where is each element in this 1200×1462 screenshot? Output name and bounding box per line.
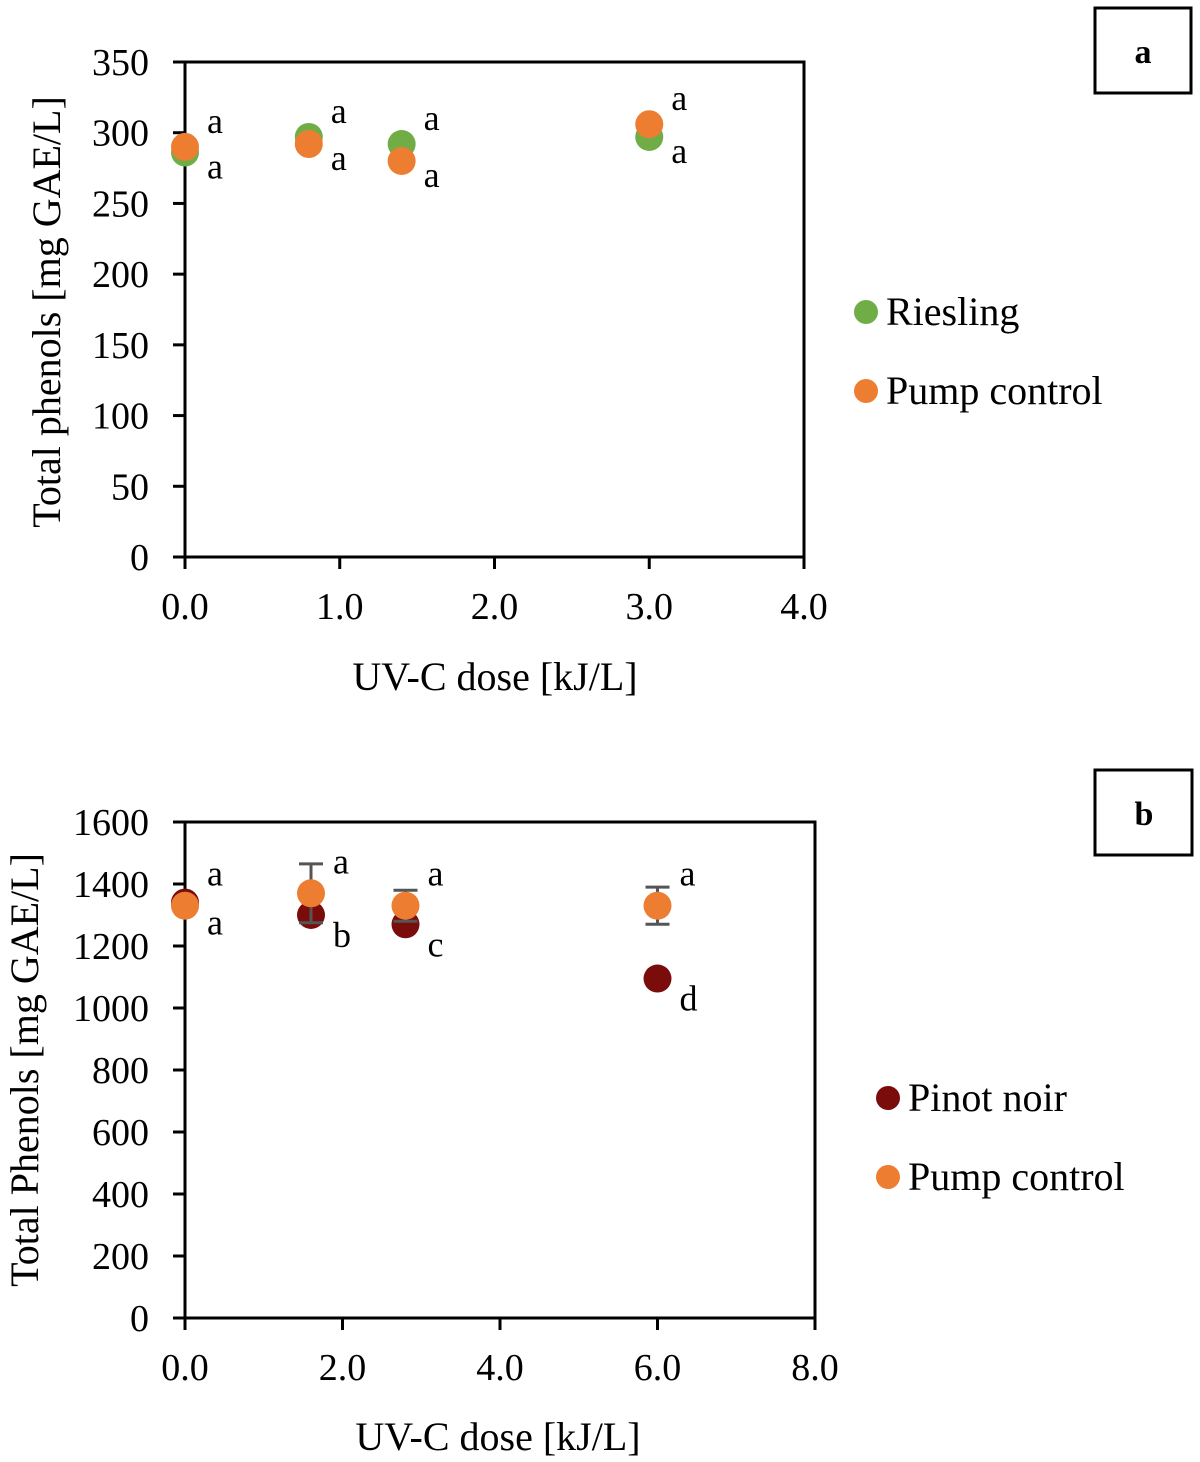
significance-letter: a	[680, 854, 696, 894]
significance-letter: a	[207, 101, 223, 141]
x-tick-label: 2.0	[471, 586, 519, 628]
plot-frame	[183, 820, 817, 1320]
x-tick-label: 2.0	[319, 1347, 367, 1389]
significance-letter: a	[207, 903, 223, 943]
pump-control-point	[391, 891, 420, 920]
y-tick-label: 200	[92, 1236, 149, 1278]
significance-letter: a	[207, 854, 223, 894]
y-tick-label: 250	[92, 183, 149, 225]
significance-letter: b	[333, 915, 351, 955]
y-axis-title: Total Phenols [mg GAE/L]	[2, 853, 47, 1287]
panel-b: Total Phenols [mg GAE/L] UV-C dose [kJ/L…	[2, 768, 1194, 1459]
y-tick-label: 0	[130, 1298, 149, 1340]
significance-letter: a	[331, 91, 347, 131]
x-tick-label: 1.0	[316, 586, 364, 628]
legend-label-pump-control: Pump control	[908, 1154, 1125, 1199]
significance-letter: d	[680, 979, 698, 1019]
y-tick-label: 600	[92, 1112, 149, 1154]
legend-label-pinot-noir: Pinot noir	[908, 1075, 1067, 1120]
plot-frame	[183, 60, 806, 559]
x-axis-title: UV-C dose [kJ/L]	[355, 1414, 640, 1459]
significance-letter: a	[671, 78, 687, 118]
significance-letter: a	[428, 854, 444, 894]
pump-control-point	[171, 891, 199, 920]
pinot-noir-point	[643, 964, 672, 993]
y-tick-label: 50	[111, 466, 149, 508]
x-tick-label: 8.0	[791, 1347, 839, 1389]
panel-a: Total phenols [mg GAE/L] UV-C dose [kJ/L…	[24, 6, 1193, 699]
y-tick-label: 400	[92, 1174, 149, 1216]
pump-control-point	[635, 110, 664, 139]
y-tick-label: 300	[92, 113, 149, 155]
x-tick-label: 0.0	[161, 586, 209, 628]
pump-control-point	[387, 147, 416, 175]
y-tick-label: 1600	[73, 802, 149, 844]
legend-label-pump-control: Pump control	[886, 368, 1103, 413]
panel-label-b: b	[1135, 796, 1154, 833]
x-tick-label: 0.0	[161, 1347, 209, 1389]
panel-b-legend: Pinot noir Pump control	[876, 1075, 1125, 1199]
pump-control-point	[171, 132, 199, 161]
legend-marker-pump-control	[854, 379, 878, 403]
panel-b-plot: 0 200 400 600 800 1000 1200 1400 1600 0.0 2.0 4.0 6.…	[73, 802, 839, 1389]
legend-label-riesling: Riesling	[886, 289, 1019, 334]
x-tick-label: 4.0	[476, 1347, 524, 1389]
y-tick-label: 1400	[73, 864, 149, 906]
y-tick-label: 1200	[73, 926, 149, 968]
significance-letter: a	[424, 98, 440, 138]
panel-label-box: a	[1093, 6, 1193, 95]
x-axis-title: UV-C dose [kJ/L]	[352, 654, 637, 699]
x-tick-label: 6.0	[634, 1347, 682, 1389]
y-tick-label: 350	[92, 42, 149, 84]
pump-control-point	[297, 879, 325, 908]
y-tick-label: 0	[130, 537, 149, 579]
pump-control-point	[294, 130, 323, 159]
panel-label-a: a	[1135, 34, 1152, 71]
y-tick-label: 150	[92, 325, 149, 367]
significance-letter: a	[671, 131, 687, 171]
x-tick-label: 4.0	[780, 586, 828, 628]
significance-letter: a	[424, 155, 440, 195]
legend-marker-riesling	[854, 300, 878, 324]
y-tick-label: 1000	[73, 988, 149, 1030]
legend-marker-pump-control	[876, 1165, 900, 1189]
y-tick-label: 100	[92, 396, 149, 438]
legend-marker-pinot-noir	[876, 1086, 900, 1110]
pump-control-point	[643, 891, 672, 920]
y-axis-title: Total phenols [mg GAE/L]	[24, 96, 69, 528]
significance-letter: a	[331, 138, 347, 178]
significance-letter: a	[333, 841, 349, 881]
panel-label-box: b	[1093, 768, 1194, 857]
x-tick-label: 3.0	[626, 586, 674, 628]
y-tick-label: 200	[92, 254, 149, 296]
panel-a-legend: Riesling Pump control	[854, 289, 1103, 413]
y-tick-label: 800	[92, 1050, 149, 1092]
significance-letter: a	[207, 147, 223, 187]
significance-letter: c	[428, 924, 444, 964]
